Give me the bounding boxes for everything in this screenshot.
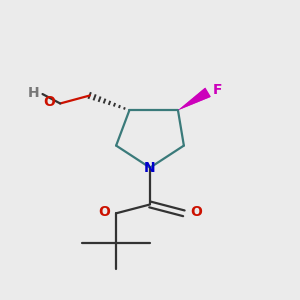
Text: F: F bbox=[213, 83, 222, 97]
Text: H: H bbox=[28, 85, 40, 100]
Text: O: O bbox=[98, 205, 110, 219]
Text: N: N bbox=[144, 161, 156, 175]
Text: O: O bbox=[190, 205, 202, 219]
Text: O: O bbox=[43, 95, 55, 109]
